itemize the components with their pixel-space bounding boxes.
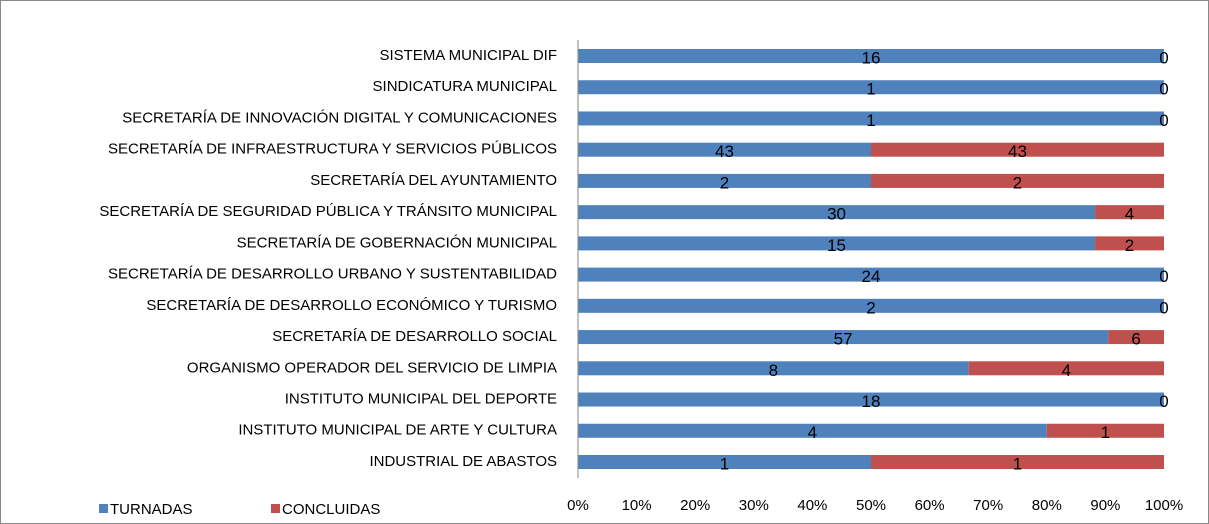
data-label: 18 [862, 392, 881, 411]
bar-segment [578, 142, 871, 157]
bar-segment [578, 80, 1164, 95]
y-tick-label: SECRETARÍA DE INFRAESTRUCTURA Y SERVICIO… [108, 141, 557, 158]
legend-label: CONCLUIDAS [282, 501, 380, 518]
y-tick-label: SECRETARÍA DEL AYUNTAMIENTO [310, 172, 557, 189]
x-tick-label: 20% [680, 497, 710, 514]
data-label: 2 [1013, 173, 1022, 192]
bar-segment [578, 330, 1109, 345]
bar-segment [578, 111, 1164, 126]
x-tick-label: 60% [915, 497, 945, 514]
x-tick-label: 0% [567, 497, 589, 514]
y-tick-label: SECRETARÍA DE DESARROLLO SOCIAL [272, 328, 557, 345]
y-tick-label: INSTITUTO MUNICIPAL DE ARTE Y CULTURA [238, 422, 557, 439]
x-tick-label: 50% [856, 497, 886, 514]
data-label: 0 [1159, 267, 1168, 286]
data-label: 1 [866, 80, 875, 99]
data-label: 4 [1125, 205, 1134, 224]
data-label: 43 [1008, 142, 1027, 161]
legend-label: TURNADAS [110, 501, 193, 518]
y-tick-label: SECRETARÍA DE INNOVACIÓN DIGITAL Y COMUN… [122, 109, 557, 126]
bar-segment [968, 361, 1164, 376]
data-label: 43 [715, 142, 734, 161]
data-label: 30 [827, 205, 846, 224]
bar-segment [871, 142, 1164, 157]
y-tick-label: SECRETARÍA DE DESARROLLO URBANO Y SUSTEN… [108, 266, 557, 283]
bar-segment [578, 423, 1047, 438]
x-tick-label: 70% [973, 497, 1003, 514]
bar-segment [578, 236, 1096, 251]
bar-segment [1108, 330, 1164, 345]
data-label: 8 [769, 361, 778, 380]
y-tick-label: SISTEMA MUNICIPAL DIF [379, 47, 557, 64]
data-label: 4 [1062, 361, 1071, 380]
y-tick-label: SECRETARÍA DE GOBERNACIÓN MUNICIPAL [237, 234, 557, 251]
legend-swatch [271, 504, 280, 513]
x-tick-label: 100% [1145, 497, 1183, 514]
bar-segment [578, 361, 969, 376]
data-label: 24 [862, 267, 881, 286]
data-label: 0 [1159, 298, 1168, 317]
bar-segment [871, 454, 1164, 469]
x-tick-label: 80% [1032, 497, 1062, 514]
bar-segment [578, 205, 1096, 220]
bar-segment [578, 267, 1164, 282]
data-label: 1 [720, 454, 729, 473]
x-tick-label: 30% [739, 497, 769, 514]
data-label: 1 [1013, 454, 1022, 473]
y-tick-label: SECRETARÍA DE SEGURIDAD PÚBLICA Y TRÁNSI… [99, 203, 557, 220]
bar-segment [578, 173, 871, 188]
x-tick-label: 10% [622, 497, 652, 514]
legend-swatch [99, 504, 108, 513]
x-tick-label: 40% [797, 497, 827, 514]
data-label: 1 [866, 111, 875, 130]
y-tick-label: SINDICATURA MUNICIPAL [373, 78, 557, 95]
data-label: 4 [808, 423, 817, 442]
bar-segment [578, 49, 1164, 63]
data-label: 0 [1159, 111, 1168, 130]
y-tick-label: INDUSTRIAL DE ABASTOS [369, 453, 557, 470]
y-tick-label: ORGANISMO OPERADOR DEL SERVICIO DE LIMPI… [187, 359, 557, 376]
data-label: 15 [827, 236, 846, 255]
bar-segment [578, 454, 871, 469]
bar-segment [578, 392, 1164, 407]
data-label: 57 [834, 330, 853, 349]
data-label: 0 [1159, 392, 1168, 411]
data-label: 6 [1131, 330, 1140, 349]
x-tick-label: 90% [1090, 497, 1120, 514]
data-label: 0 [1159, 48, 1168, 67]
bar-segment [578, 298, 1164, 313]
bar-segment [1046, 423, 1164, 438]
y-tick-label: SECRETARÍA DE DESARROLLO ECONÓMICO Y TUR… [146, 297, 557, 314]
y-tick-label: INSTITUTO MUNICIPAL DEL DEPORTE [285, 390, 557, 407]
bar-segment [871, 173, 1164, 188]
data-label: 1 [1101, 423, 1110, 442]
data-label: 2 [866, 298, 875, 317]
bar-segment [1095, 205, 1164, 220]
data-label: 2 [1125, 236, 1134, 255]
data-label: 0 [1159, 80, 1168, 99]
data-label: 16 [862, 48, 881, 67]
bar-segment [1095, 236, 1164, 251]
data-label: 2 [720, 173, 729, 192]
